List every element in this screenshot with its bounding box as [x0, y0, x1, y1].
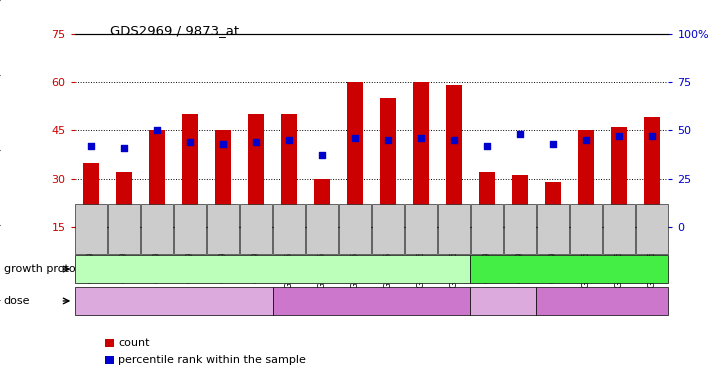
Bar	[248, 114, 264, 227]
FancyBboxPatch shape	[603, 204, 635, 254]
Point	[218, 141, 229, 147]
Point	[580, 137, 592, 143]
Text: 0% CO2: 0% CO2	[481, 296, 526, 306]
Bar	[116, 172, 132, 227]
Bar	[446, 85, 462, 227]
FancyBboxPatch shape	[471, 287, 536, 315]
FancyBboxPatch shape	[240, 204, 272, 254]
FancyBboxPatch shape	[537, 204, 569, 254]
Point	[613, 133, 624, 139]
Point	[514, 131, 525, 137]
Bar	[512, 176, 528, 227]
Text: Anaerobic condition: Anaerobic condition	[514, 264, 625, 274]
Point	[448, 137, 459, 143]
Point	[316, 152, 328, 158]
FancyBboxPatch shape	[570, 204, 602, 254]
Text: percentile rank within the sample: percentile rank within the sample	[118, 355, 306, 365]
Bar	[281, 114, 297, 227]
Point	[349, 135, 360, 141]
Text: 0.05%CO2: 0.05%CO2	[144, 296, 203, 306]
Text: count: count	[118, 338, 149, 348]
FancyBboxPatch shape	[636, 204, 668, 254]
Point	[646, 133, 658, 139]
FancyBboxPatch shape	[372, 204, 404, 254]
FancyBboxPatch shape	[405, 204, 437, 254]
Point	[250, 139, 262, 145]
Text: growth protocol: growth protocol	[4, 264, 91, 274]
Bar	[83, 162, 100, 227]
FancyBboxPatch shape	[75, 255, 471, 283]
Bar	[182, 114, 198, 227]
Point	[415, 135, 427, 141]
Bar	[105, 356, 114, 364]
FancyBboxPatch shape	[536, 287, 668, 315]
Point	[151, 128, 163, 134]
Text: GDS2969 / 9873_at: GDS2969 / 9873_at	[110, 24, 240, 38]
Text: dose: dose	[4, 296, 30, 306]
FancyBboxPatch shape	[75, 287, 272, 315]
FancyBboxPatch shape	[75, 204, 107, 254]
FancyBboxPatch shape	[141, 204, 173, 254]
Bar	[577, 130, 594, 227]
Bar	[105, 339, 114, 347]
FancyBboxPatch shape	[207, 204, 239, 254]
Point	[119, 145, 130, 151]
Point	[284, 137, 295, 143]
Point	[85, 143, 97, 149]
FancyBboxPatch shape	[471, 255, 668, 283]
Bar	[611, 127, 627, 227]
FancyBboxPatch shape	[471, 204, 503, 254]
FancyBboxPatch shape	[272, 287, 471, 315]
Text: 79% CO2: 79% CO2	[346, 296, 397, 306]
Bar	[643, 117, 660, 227]
Point	[184, 139, 196, 145]
Bar	[545, 182, 561, 227]
Text: Aerobic condition: Aerobic condition	[224, 264, 321, 274]
Bar	[479, 172, 495, 227]
Bar	[412, 82, 429, 227]
Point	[481, 143, 493, 149]
Bar	[347, 82, 363, 227]
FancyBboxPatch shape	[438, 204, 470, 254]
Bar	[215, 130, 231, 227]
Point	[383, 137, 394, 143]
FancyBboxPatch shape	[306, 204, 338, 254]
FancyBboxPatch shape	[339, 204, 371, 254]
Bar	[380, 98, 396, 227]
Point	[547, 141, 559, 147]
Bar	[314, 178, 331, 227]
Bar	[149, 130, 166, 227]
FancyBboxPatch shape	[174, 204, 206, 254]
Text: 100% CO2: 100% CO2	[573, 296, 632, 306]
FancyBboxPatch shape	[273, 204, 305, 254]
FancyBboxPatch shape	[108, 204, 140, 254]
FancyBboxPatch shape	[504, 204, 536, 254]
